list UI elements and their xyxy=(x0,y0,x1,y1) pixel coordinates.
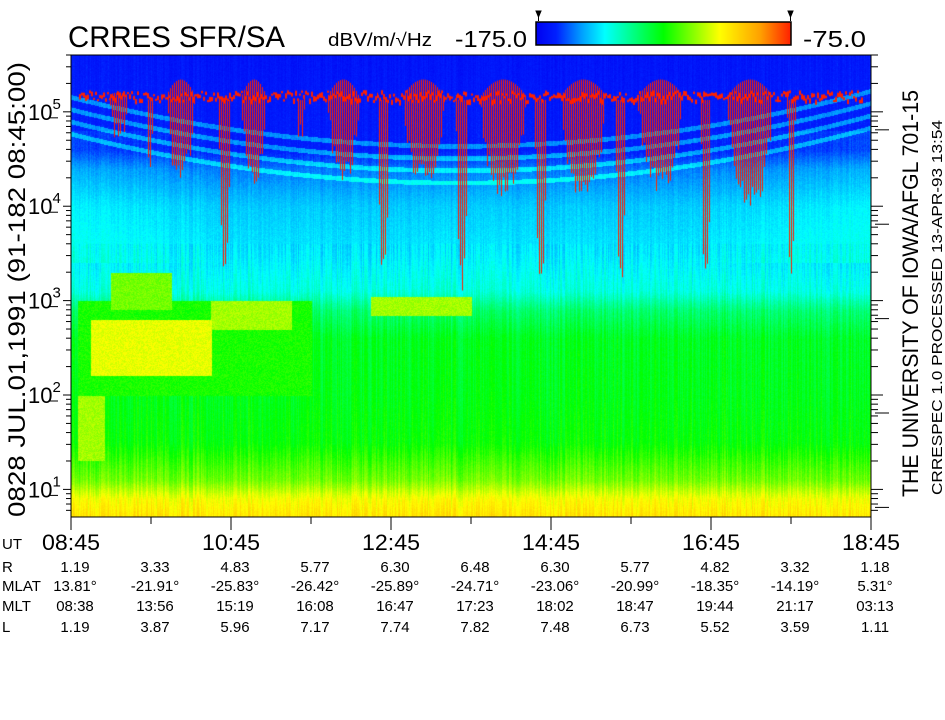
ephemeris-row-label: MLT xyxy=(2,598,31,615)
x-tick-label: 10:45 xyxy=(202,530,260,555)
ephemeris-cell: 15:19 xyxy=(216,598,254,615)
colorbar-min-marker xyxy=(535,10,542,21)
x-tick-label: 08:45 xyxy=(42,530,100,555)
ephemeris-row-label: R xyxy=(2,559,13,576)
ephemeris-cell: -26.42° xyxy=(291,578,340,595)
ephemeris-cell: 1.18 xyxy=(860,559,889,576)
y-tick-label: 103 xyxy=(28,285,61,314)
y-tick-label: 104 xyxy=(28,190,61,219)
x-tick-label: 16:45 xyxy=(682,530,740,555)
plot-frame xyxy=(70,54,872,518)
colorbar-max-label: -75.0 xyxy=(803,26,866,52)
ephemeris-cell: 6.30 xyxy=(540,559,569,576)
ephemeris-cell: 3.59 xyxy=(780,619,809,636)
ephemeris-cell: 6.73 xyxy=(620,619,649,636)
y-tick-label: 105 xyxy=(28,96,61,125)
ephemeris-cell: -25.83° xyxy=(211,578,260,595)
ephemeris-cell: 16:08 xyxy=(296,598,334,615)
x-tick-label: 12:45 xyxy=(362,530,420,555)
ephemeris-cell: 3.87 xyxy=(140,619,169,636)
ephemeris-cell: 03:13 xyxy=(856,598,894,615)
ephemeris-cell: 1.19 xyxy=(60,559,89,576)
axis-ticks xyxy=(49,54,889,530)
ephemeris-cell: -25.89° xyxy=(371,578,420,595)
y-tick-label: 101 xyxy=(28,473,61,502)
colorbar-max-marker xyxy=(787,10,794,21)
ephemeris-cell: 08:38 xyxy=(56,598,94,615)
ephemeris-cell: 4.82 xyxy=(700,559,729,576)
ephemeris-cell: 17:23 xyxy=(456,598,494,615)
ephemeris-table: R 1.19 3.33 4.83 5.77 6.30 6.48 6.30 5.77 4.82 3.3… xyxy=(2,559,894,636)
ephemeris-cell: 5.77 xyxy=(300,559,329,576)
ephemeris-cell: -21.91° xyxy=(131,578,180,595)
ephemeris-cell: 13.81° xyxy=(53,578,97,595)
ephemeris-cell: 7.82 xyxy=(460,619,489,636)
ephemeris-cell: -24.71° xyxy=(451,578,500,595)
ephemeris-cell: 5.31° xyxy=(857,578,892,595)
ephemeris-cell: 7.74 xyxy=(380,619,409,636)
x-axis-labels: 08:45 10:45 12:45 14:45 16:45 18:45 xyxy=(42,530,900,555)
ephemeris-cell: -20.99° xyxy=(611,578,660,595)
right-institution-label: THE UNIVERSITY OF IOWA/AFGL 701-15 xyxy=(898,90,923,497)
ephemeris-cell: 7.48 xyxy=(540,619,569,636)
ephemeris-cell: 19:44 xyxy=(696,598,734,615)
ephemeris-cell: 3.32 xyxy=(780,559,809,576)
ephemeris-cell: 7.17 xyxy=(300,619,329,636)
ephemeris-cell: 6.48 xyxy=(460,559,489,576)
ephemeris-cell: 18:02 xyxy=(536,598,574,615)
y-tick-label: 102 xyxy=(28,379,61,408)
plot-title: CRRES SFR/SA xyxy=(68,21,285,54)
ephemeris-cell: 21:17 xyxy=(776,598,814,615)
ephemeris-cell: -14.19° xyxy=(771,578,820,595)
ephemeris-cell: 16:47 xyxy=(376,598,414,615)
ephemeris-cell: 4.83 xyxy=(220,559,249,576)
ephemeris-cell: -18.35° xyxy=(691,578,740,595)
ephemeris-cell: -23.06° xyxy=(531,578,580,595)
colorbar xyxy=(535,21,792,46)
colorbar-units: dBV/m/√Hz xyxy=(328,30,432,50)
ephemeris-row-label: MLAT xyxy=(2,578,41,595)
spectrogram-heatmap xyxy=(71,55,871,517)
ephemeris-cell: 1.11 xyxy=(861,619,889,636)
ephemeris-cell: 13:56 xyxy=(136,598,174,615)
colorbar-min-label: -175.0 xyxy=(455,26,527,52)
ephemeris-cell: 5.77 xyxy=(620,559,649,576)
right-processing-label: CRRESPEC 1.0 PROCESSED 13-APR-93 13:54 xyxy=(929,120,945,495)
ephemeris-row-label: L xyxy=(2,619,10,636)
ephemeris-cell: 6.30 xyxy=(380,559,409,576)
ephemeris-cell: 18:47 xyxy=(616,598,654,615)
x-tick-label: 14:45 xyxy=(522,530,580,555)
ephemeris-cell: 1.19 xyxy=(60,619,89,636)
ephemeris-cell: 3.33 xyxy=(140,559,169,576)
ephemeris-cell: 5.96 xyxy=(220,619,249,636)
y-axis-labels: 101 102 103 104 105 xyxy=(28,96,61,503)
ephemeris-cell: 5.52 xyxy=(700,619,729,636)
left-date-label: 0828 JUL.01,1991 (91-182 08:45:00) xyxy=(4,62,31,517)
ut-row-label: UT xyxy=(2,536,22,553)
x-tick-label: 18:45 xyxy=(842,530,900,555)
